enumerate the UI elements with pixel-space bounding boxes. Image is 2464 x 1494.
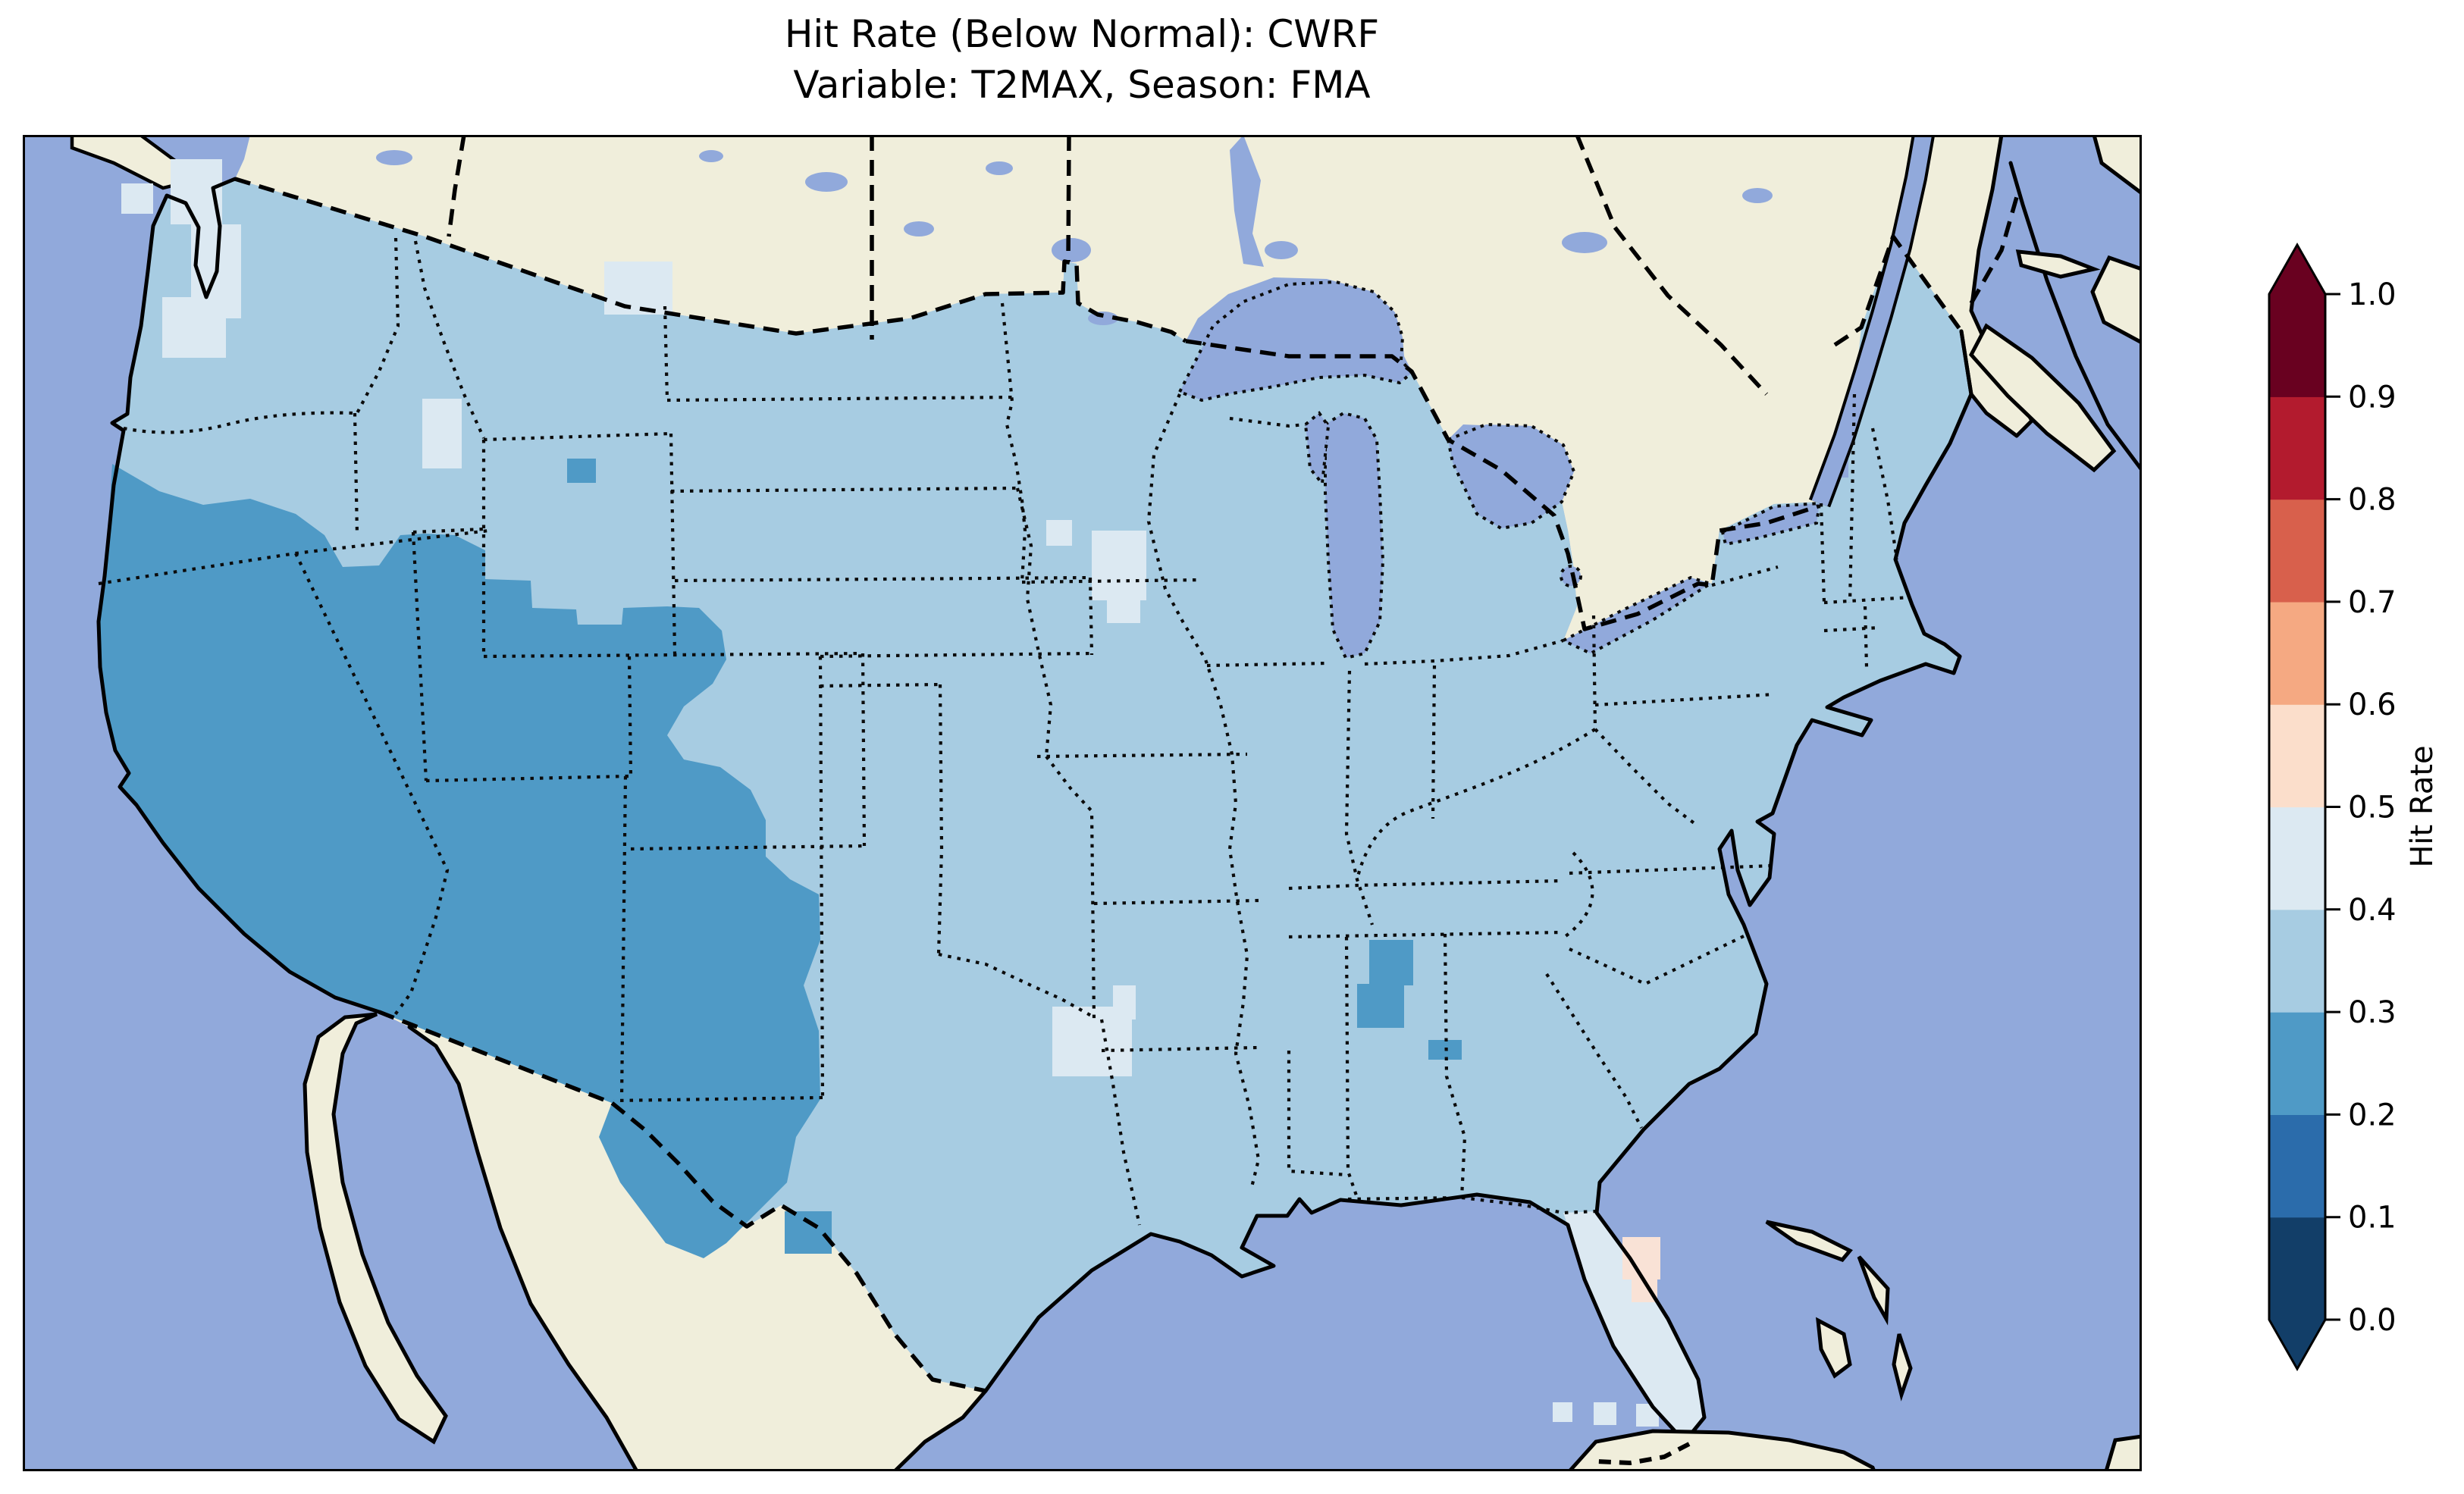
dark-cell-south-texas bbox=[785, 1211, 832, 1254]
colorbar-tick-label-0.0: 0.0 bbox=[2348, 1303, 2397, 1338]
pacific-coastline bbox=[96, 177, 381, 1014]
colorbar-axis-label: Hit Rate bbox=[2405, 745, 2440, 867]
colorbar-segment-6 bbox=[2269, 601, 2325, 705]
light-cell-washington-3 bbox=[162, 297, 226, 358]
figure-title-line2: Variable: T2MAX, Season: FMA bbox=[793, 63, 1371, 107]
us-dark-southwest-region bbox=[99, 464, 820, 1258]
prince-edward-island bbox=[2015, 249, 2101, 279]
baja-california bbox=[303, 1012, 448, 1445]
colorbar-tick-label-0.7: 0.7 bbox=[2348, 585, 2397, 620]
light-cell-minnesota-1 bbox=[1092, 531, 1146, 600]
colorbar-segment-4 bbox=[2269, 807, 2325, 910]
green-bay bbox=[1303, 411, 1331, 488]
colorbar-tick-label-0.8: 0.8 bbox=[2348, 483, 2397, 518]
light-cell-nebraska bbox=[1046, 520, 1072, 546]
canada-lake-7 bbox=[699, 150, 723, 162]
great-lakes bbox=[1177, 280, 1822, 660]
gulf-of-st-lawrence bbox=[2002, 135, 2142, 470]
colorbar-extend-over-triangle bbox=[2269, 245, 2325, 294]
colorbar-segment-3 bbox=[2269, 909, 2325, 1013]
canada-lake-2 bbox=[904, 221, 934, 236]
colorbar-tick-label-1.0: 1.0 bbox=[2348, 277, 2397, 312]
light-region-florida bbox=[1563, 1211, 1704, 1442]
colorbar-tick-label-0.5: 0.5 bbox=[2348, 791, 2397, 825]
colorbar-tick-labels: 0.0 0.1 0.2 0.3 0.4 0.5 0.6 0.7 0.8 0.9 1.0 bbox=[2348, 277, 2397, 1338]
lake-winnipeg bbox=[1230, 135, 1264, 267]
florida-keys bbox=[1595, 1442, 1691, 1466]
bahamas-andros bbox=[1816, 1317, 1852, 1379]
islands bbox=[1566, 135, 2142, 1471]
dark-blob-alabama bbox=[1357, 940, 1413, 1028]
colorbar-ticks bbox=[2325, 293, 2340, 1321]
canada-land bbox=[235, 135, 1922, 641]
lake-st-clair bbox=[1560, 565, 1582, 587]
light-cells bbox=[121, 159, 1704, 1442]
colorbar-panel: 0.0 0.1 0.2 0.3 0.4 0.5 0.6 0.7 0.8 0.9 1.0 Hit Ra… bbox=[2268, 242, 2440, 1372]
colorbar-tick-label-0.3: 0.3 bbox=[2348, 995, 2397, 1030]
gulf-coastline bbox=[2008, 161, 2142, 472]
nova-scotia bbox=[1968, 323, 2117, 473]
colorbar-tick-label-0.2: 0.2 bbox=[2348, 1098, 2397, 1132]
hispaniola-corner bbox=[2104, 1434, 2142, 1471]
lake-superior bbox=[1177, 280, 1414, 402]
colorbar-tick-label-0.6: 0.6 bbox=[2348, 687, 2397, 722]
map-panel bbox=[23, 135, 2142, 1471]
dark-cell-montana bbox=[567, 459, 596, 483]
colorbar-segment-9 bbox=[2269, 294, 2325, 397]
colorbar-tick-label-0.4: 0.4 bbox=[2348, 893, 2397, 928]
colorbar-segment-1 bbox=[2269, 1114, 2325, 1218]
gulf-atlantic-coastline bbox=[983, 329, 1973, 1444]
cape-breton bbox=[2090, 255, 2142, 345]
colorbar-segment-2 bbox=[2269, 1012, 2325, 1115]
country-borders bbox=[234, 135, 2019, 1393]
newfoundland-corner bbox=[2092, 135, 2142, 196]
light-cell-oklahoma-2 bbox=[1113, 985, 1136, 1019]
lake-of-the-woods bbox=[1052, 238, 1091, 262]
mexico-pacific-coastline bbox=[407, 1025, 639, 1471]
lake-nipigon bbox=[1265, 241, 1298, 259]
bahamas-abaco bbox=[1765, 1220, 1853, 1262]
light-cell-minnesota-2 bbox=[1107, 600, 1140, 623]
colorbar-segment-0 bbox=[2269, 1217, 2325, 1320]
state-borders bbox=[98, 237, 1911, 1226]
colorbar-tick-label-0.1: 0.1 bbox=[2348, 1201, 2397, 1236]
colorbar-extend-under-triangle bbox=[2269, 1320, 2325, 1369]
canada-lake-1 bbox=[805, 172, 848, 192]
light-cell-montana-nd bbox=[604, 262, 672, 315]
colorbar-segment-5 bbox=[2269, 704, 2325, 808]
bahamas-eleuthera bbox=[1857, 1255, 1890, 1326]
colorbar-segment-8 bbox=[2269, 396, 2325, 500]
mexico-gulf-coastline bbox=[892, 1389, 988, 1471]
canada-lake-4 bbox=[986, 161, 1013, 175]
map-frame bbox=[23, 135, 2142, 1471]
canada-lake-3 bbox=[1562, 232, 1607, 253]
canada-lake-6 bbox=[376, 150, 412, 165]
colorbar-segments bbox=[2269, 294, 2325, 1320]
colorbar-tick-label-0.9: 0.9 bbox=[2348, 380, 2397, 415]
light-cell-offshore-3 bbox=[1553, 1402, 1572, 1422]
lake-michigan bbox=[1324, 411, 1385, 660]
figure-title-line1: Hit Rate (Below Normal): CWRF bbox=[784, 12, 1380, 56]
light-cell-washington-4 bbox=[121, 183, 153, 214]
bahamas-long-island bbox=[1892, 1333, 1913, 1402]
light-cell-offshore-1 bbox=[1594, 1402, 1616, 1425]
st-lawrence-river bbox=[1811, 135, 1932, 506]
colorbar-segment-7 bbox=[2269, 499, 2325, 603]
figure-title: Hit Rate (Below Normal): CWRF Variable: … bbox=[785, 9, 1379, 111]
canada-lake-5 bbox=[1742, 188, 1773, 203]
light-cell-idaho-wyoming bbox=[422, 399, 462, 468]
